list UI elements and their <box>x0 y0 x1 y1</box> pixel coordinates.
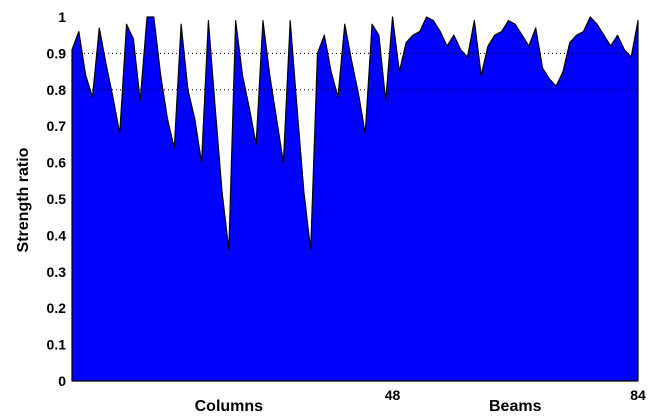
x-group-label: Columns <box>195 398 264 415</box>
y-tick-label: 0.8 <box>47 82 67 98</box>
plot-area <box>71 16 639 382</box>
x-group-labels: Columns Beams <box>195 398 542 415</box>
y-tick-label: 0.6 <box>47 155 67 171</box>
y-axis-ticks: 0 0.1 0.2 0.3 0.4 0.5 0.6 0.7 0.8 0.9 1 <box>47 9 67 389</box>
y-tick-label: 0.9 <box>47 45 67 61</box>
y-tick-label: 0.4 <box>47 227 67 243</box>
y-tick-label: 0.2 <box>47 300 67 316</box>
y-axis-label: Strength ratio <box>15 147 32 252</box>
strength-ratio-area <box>71 16 639 382</box>
x-axis-ticks: 48 84 <box>385 387 646 403</box>
x-group-label: Beams <box>489 398 542 415</box>
x-tick-label: 48 <box>385 387 401 403</box>
y-tick-label: 0.7 <box>47 118 67 134</box>
x-tick-label: 84 <box>630 387 646 403</box>
y-tick-label: 0 <box>58 373 66 389</box>
y-tick-label: 1 <box>58 9 66 25</box>
y-tick-label: 0.3 <box>47 264 67 280</box>
y-tick-label: 0.5 <box>47 191 67 207</box>
y-tick-label: 0.1 <box>47 337 67 353</box>
